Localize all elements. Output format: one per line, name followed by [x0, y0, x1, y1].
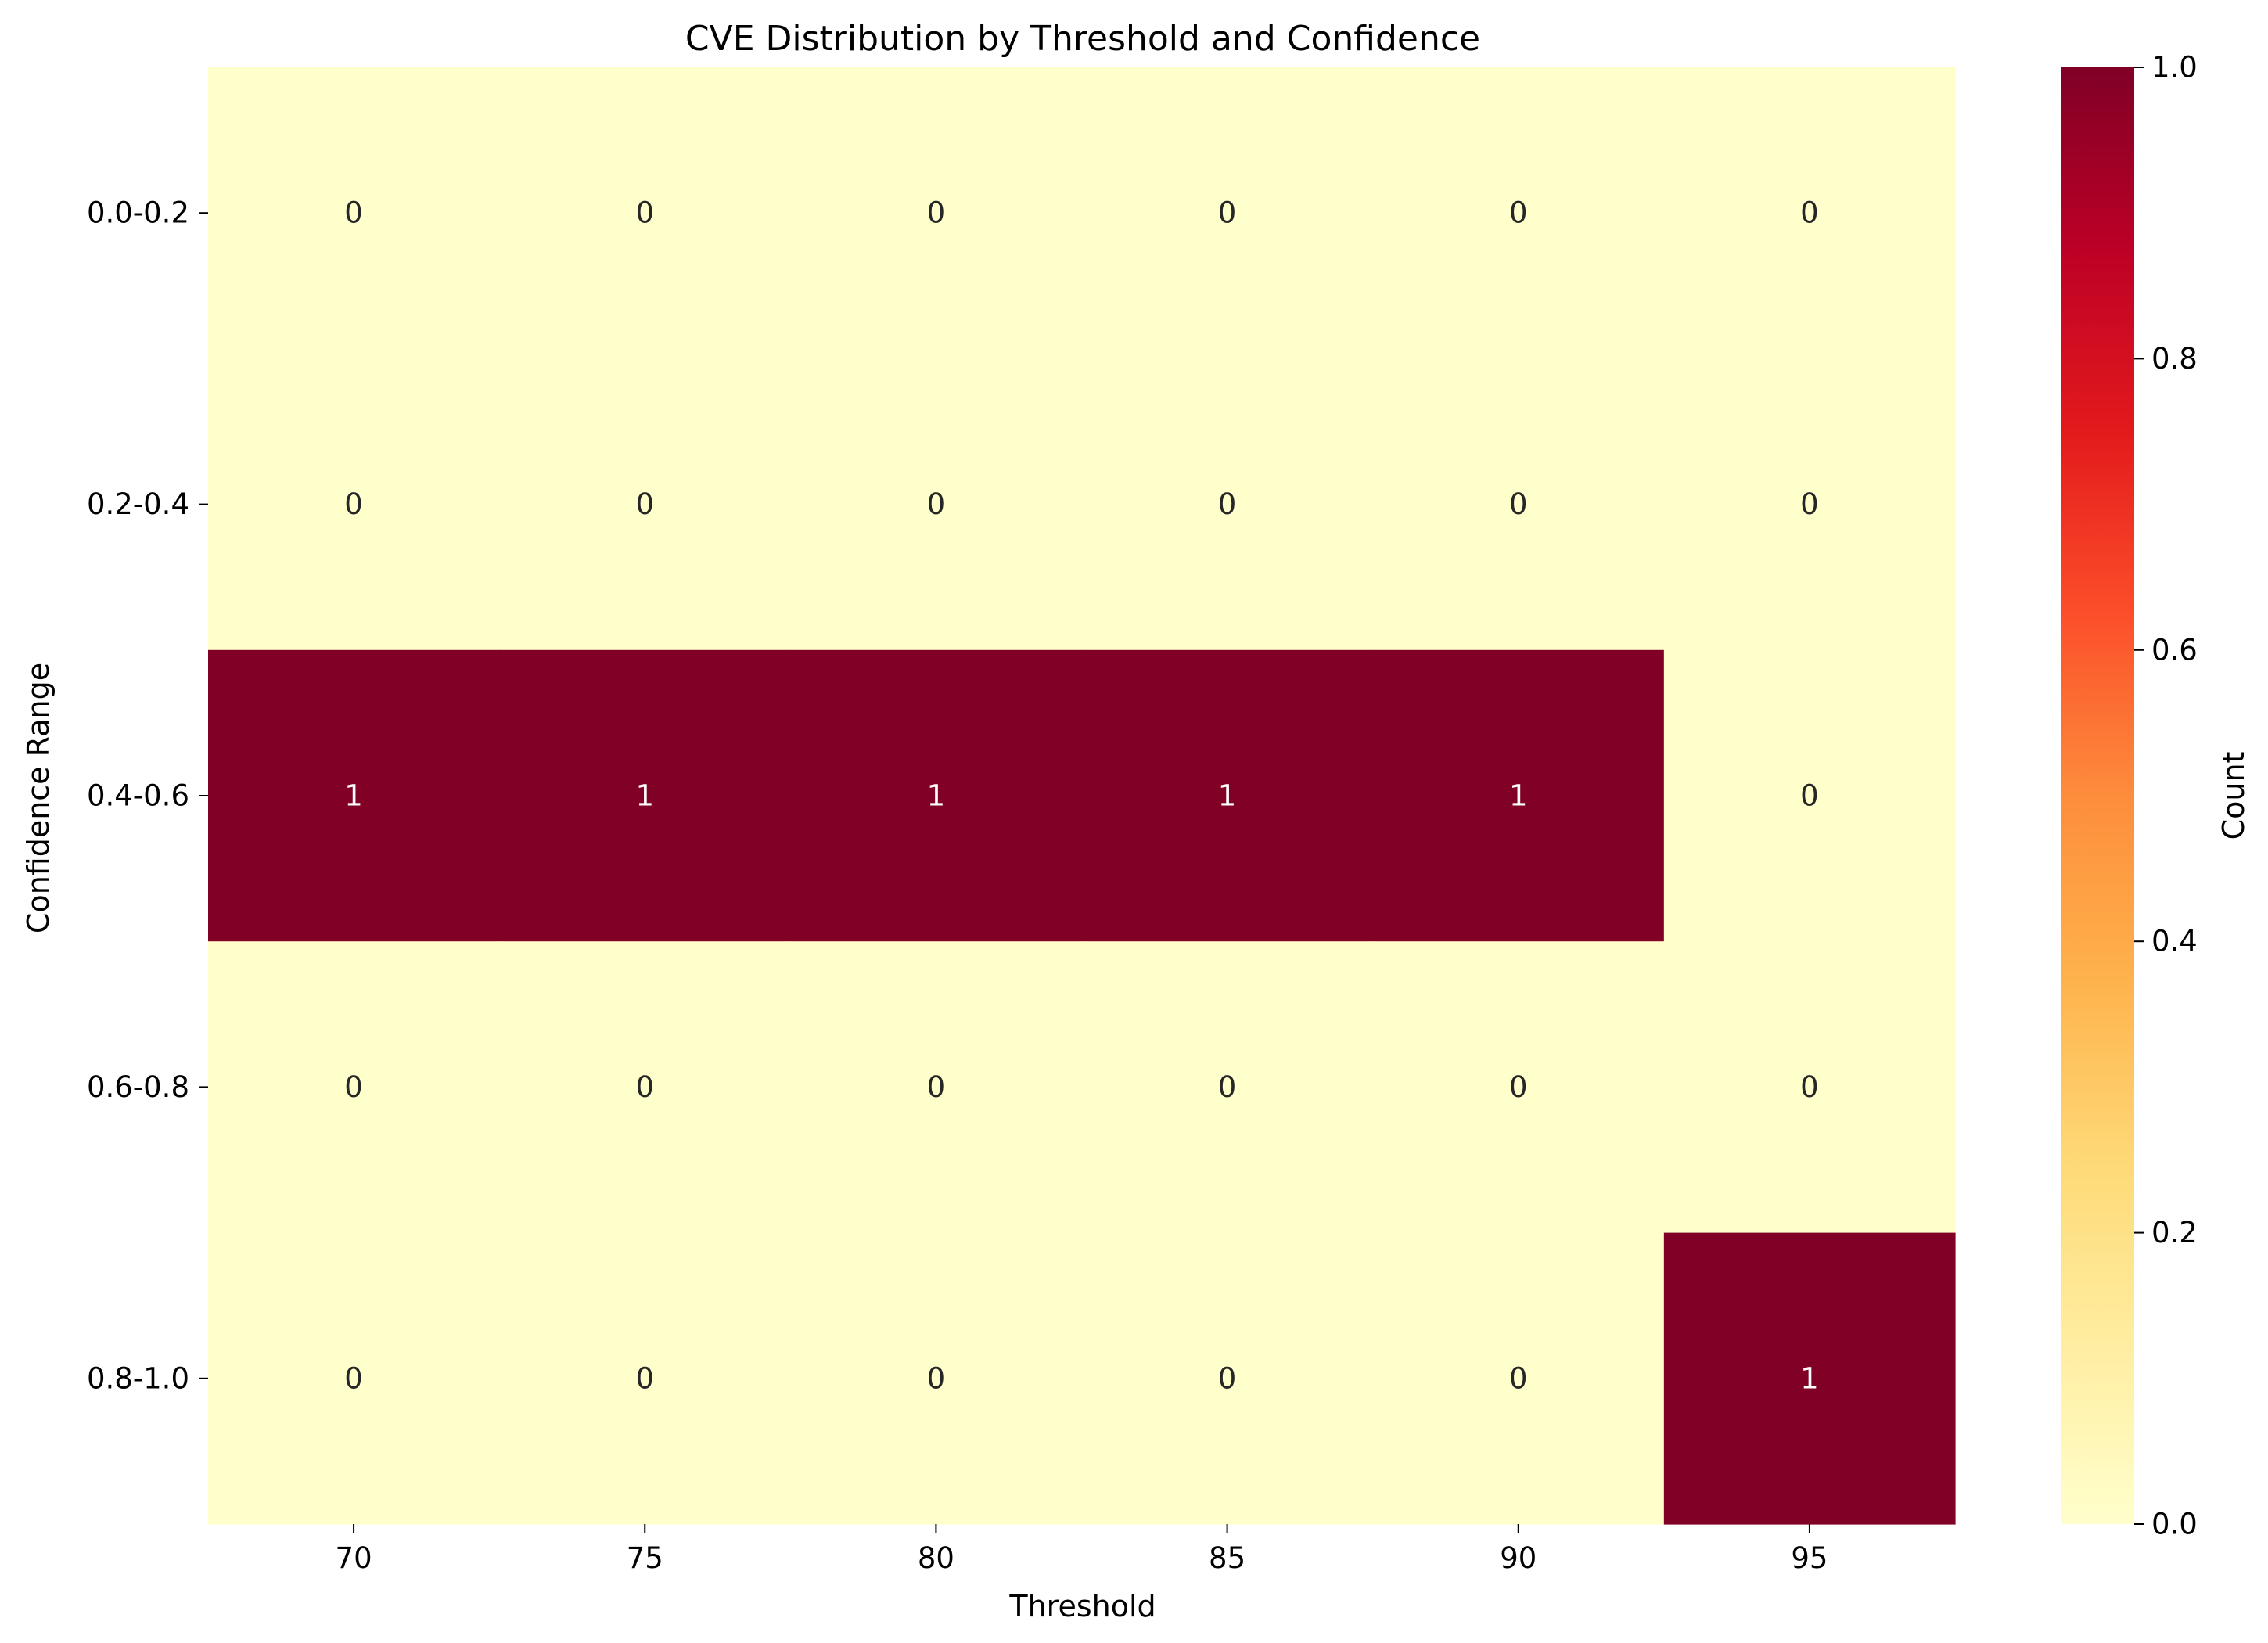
- colorbar-tick-label: 0.0: [2151, 1508, 2198, 1541]
- cell-value-label: 0: [344, 1070, 363, 1104]
- cell-value-label: 0: [1509, 1361, 1528, 1395]
- cell-value-label: 0: [927, 196, 946, 230]
- colorbar-label: Count: [2216, 752, 2251, 840]
- cell-value-label: 0: [635, 1361, 654, 1395]
- cell-value-label: 1: [635, 779, 654, 813]
- colorbar-tick-label: 0.4: [2151, 925, 2198, 958]
- x-tick-label: 80: [918, 1541, 954, 1575]
- cell-value-label: 0: [635, 487, 654, 521]
- heatmap-cell: [790, 649, 1083, 942]
- y-tick-label: 0.8-1.0: [87, 1361, 189, 1395]
- heatmap-cell: [499, 941, 791, 1234]
- heatmap-cell: [790, 67, 1083, 359]
- colorbar-tick-label: 0.8: [2151, 342, 2198, 376]
- cell-value-label: 0: [1509, 487, 1528, 521]
- heatmap-cell: [499, 67, 791, 359]
- colorbar-tick-label: 0.2: [2151, 1216, 2198, 1249]
- heatmap-cell: [1663, 649, 1956, 942]
- cell-value-labels: 0 0 0 0 0 0 0 0 0 0 0 0 1 1 1 1 1 0 0 0 0 0 0 0 0 0 0 0 0 1: [344, 196, 1818, 1396]
- heatmap-cell: [208, 941, 500, 1234]
- x-tick-label: 75: [627, 1541, 663, 1575]
- cell-value-label: 0: [927, 1361, 946, 1395]
- heatmap-cell: [208, 649, 500, 942]
- heatmap-cells: [208, 67, 1956, 1525]
- cell-value-label: 0: [344, 1361, 363, 1395]
- heatmap-cell: [208, 358, 500, 651]
- y-tick-label: 0.2-0.4: [87, 487, 189, 521]
- cell-value-label: 1: [1218, 779, 1237, 813]
- heatmap-cell: [790, 358, 1083, 651]
- y-axis-label: Confidence Range: [21, 663, 56, 933]
- colorbar-tick-label: 0.6: [2151, 633, 2198, 667]
- cell-value-label: 0: [635, 196, 654, 230]
- heatmap-cell: [1081, 358, 1374, 651]
- cell-value-label: 0: [1509, 1070, 1528, 1104]
- heatmap-cell: [1663, 941, 1956, 1234]
- heatmap-cell: [1372, 1232, 1665, 1525]
- heatmap-cell: [1372, 649, 1665, 942]
- heatmap-cell: [499, 358, 791, 651]
- x-axis-label: Threshold: [1008, 1589, 1156, 1623]
- heatmap-cell: [1081, 649, 1374, 942]
- heatmap-cell: [1663, 1232, 1956, 1525]
- colorbar-tick-label: 1.0: [2151, 51, 2198, 84]
- cell-value-label: 0: [1800, 487, 1819, 521]
- y-tick-label: 0.6-0.8: [87, 1070, 189, 1104]
- colorbar-ticks: 0.0 0.2 0.4 0.6 0.8 1.0: [2134, 51, 2198, 1541]
- heatmap-cell: [1081, 941, 1374, 1234]
- cell-value-label: 0: [1800, 779, 1819, 813]
- cell-value-label: 0: [927, 1070, 946, 1104]
- cell-value-label: 1: [1509, 779, 1528, 813]
- heatmap-cell: [208, 67, 500, 359]
- heatmap-cell: [499, 649, 791, 942]
- heatmap-cell: [1663, 67, 1956, 359]
- chart-title: CVE Distribution by Threshold and Confid…: [685, 19, 1480, 59]
- y-axis-ticks: 0.0-0.2 0.2-0.4 0.4-0.6 0.6-0.8 0.8-1.0: [87, 196, 208, 1395]
- cell-value-label: 0: [635, 1070, 654, 1104]
- x-tick-label: 95: [1791, 1541, 1828, 1575]
- heatmap-cell: [208, 1232, 500, 1525]
- x-tick-label: 85: [1209, 1541, 1245, 1575]
- heatmap-cell: [1372, 358, 1665, 651]
- cell-value-label: 0: [1218, 487, 1237, 521]
- x-tick-label: 90: [1500, 1541, 1537, 1575]
- cell-value-label: 1: [1800, 1361, 1819, 1395]
- heatmap-cell: [1081, 1232, 1374, 1525]
- cell-value-label: 0: [1218, 1070, 1237, 1104]
- cell-value-label: 0: [1218, 196, 1237, 230]
- cell-value-label: 0: [1509, 196, 1528, 230]
- cell-value-label: 1: [344, 779, 363, 813]
- colorbar: [2061, 67, 2134, 1524]
- heatmap-cell: [1372, 941, 1665, 1234]
- heatmap-cell: [1081, 67, 1374, 359]
- cell-value-label: 0: [927, 487, 946, 521]
- heatmap-cell: [1663, 358, 1956, 651]
- heatmap-cell: [499, 1232, 791, 1525]
- y-tick-label: 0.0-0.2: [87, 196, 189, 230]
- cell-value-label: 0: [1218, 1361, 1237, 1395]
- x-tick-label: 70: [336, 1541, 372, 1575]
- cell-value-label: 0: [344, 196, 363, 230]
- heatmap-cell: [790, 941, 1083, 1234]
- cell-value-label: 0: [344, 487, 363, 521]
- cell-value-label: 1: [927, 779, 946, 813]
- y-tick-label: 0.4-0.6: [87, 779, 189, 813]
- cell-value-label: 0: [1800, 196, 1819, 230]
- x-axis-ticks: 70 75 80 85 90 95: [336, 1524, 1828, 1575]
- heatmap-cell: [1372, 67, 1665, 359]
- cell-value-label: 0: [1800, 1070, 1819, 1104]
- heatmap-cell: [790, 1232, 1083, 1525]
